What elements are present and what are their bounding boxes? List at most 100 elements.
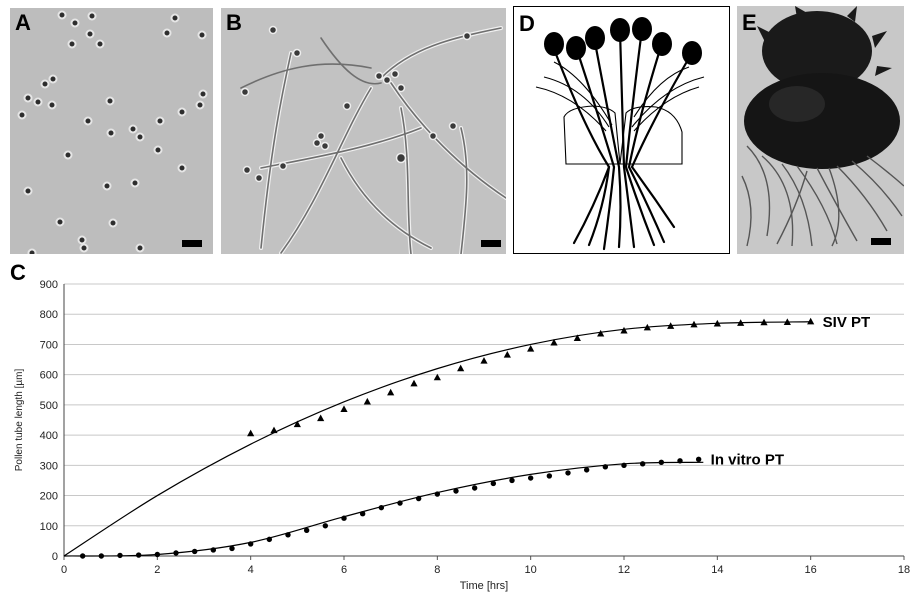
circle-point (285, 532, 291, 538)
y-tick-label: 500 (40, 400, 58, 412)
y-tick-label: 200 (40, 491, 58, 503)
panel-a-micrograph: A (10, 8, 213, 254)
series-label: SIV PT (823, 314, 871, 331)
scale-bar (182, 240, 202, 247)
circle-point (677, 458, 683, 464)
y-tick-label: 900 (40, 279, 58, 291)
x-tick-label: 6 (341, 564, 347, 576)
triangle-point (503, 351, 511, 358)
triangle-point (363, 397, 371, 405)
y-tick-label: 800 (40, 309, 58, 321)
triangle-point (760, 318, 768, 326)
triangle-point (247, 429, 255, 437)
x-tick-label: 8 (434, 564, 440, 576)
panel-e-label: E (742, 10, 757, 35)
chart-points (79, 317, 815, 559)
x-tick-label: 2 (154, 564, 160, 576)
triangle-point (713, 319, 721, 327)
circle-point (173, 550, 179, 556)
circle-point (621, 462, 627, 469)
circle-point (695, 456, 702, 462)
circle-point (565, 470, 571, 476)
series-label: In vitro PT (711, 451, 784, 468)
circle-point (303, 527, 310, 534)
triangle-point (387, 388, 395, 396)
circle-point (359, 510, 366, 517)
x-tick-label: 16 (805, 564, 817, 576)
circle-point (453, 488, 459, 494)
circle-point (229, 545, 235, 552)
triangle-point (807, 317, 815, 325)
circle-point (210, 547, 217, 553)
pistil-explant-image (741, 6, 904, 247)
chart-gridlines (64, 283, 904, 557)
triangle-point (783, 318, 791, 325)
circle-point (397, 500, 403, 506)
circle-point (266, 536, 273, 543)
circle-point (191, 548, 198, 555)
triangle-point (293, 420, 301, 428)
triangle-point (480, 357, 488, 364)
circle-point (341, 515, 347, 521)
fit-curve (63, 461, 704, 557)
y-axis-title: Pollen tube length [µm] (14, 369, 25, 472)
triangle-point (643, 323, 651, 331)
panel-d-schematic: D (513, 6, 730, 254)
x-tick-label: 18 (898, 564, 910, 576)
y-tick-label: 600 (40, 370, 58, 382)
triangle-point (597, 329, 605, 337)
triangle-point (667, 322, 675, 329)
y-tick-label: 0 (52, 551, 58, 563)
triangle-point (620, 326, 628, 334)
panel-a-label: A (15, 10, 31, 35)
x-axis-title: Time [hrs] (460, 580, 509, 592)
y-tick-label: 400 (40, 430, 58, 442)
circle-point (602, 464, 609, 470)
triangle-point (737, 319, 745, 326)
triangle-point (527, 344, 535, 352)
panel-b-micrograph: B (221, 8, 506, 254)
fit-curve (63, 321, 811, 557)
panel-e-micrograph: E (737, 6, 904, 254)
circle-point (79, 553, 86, 559)
growth-chart: 0 100 200 300 400 500 600 700 800 900 0 2 4 6 8 10 12 14 1… (14, 279, 910, 592)
circle-point (583, 467, 590, 473)
x-tick-label: 14 (711, 564, 723, 576)
circle-point (658, 459, 665, 466)
circle-point (154, 551, 161, 558)
pollen-grains-image (17, 10, 208, 254)
chart-axes: 0 100 200 300 400 500 600 700 800 900 0 2 4 6 8 10 12 14 1… (40, 279, 910, 576)
circle-point (509, 477, 515, 484)
triangle-point (270, 426, 278, 434)
circle-point (247, 541, 254, 547)
x-tick-label: 12 (618, 564, 630, 576)
x-tick-label: 0 (61, 564, 67, 576)
triangle-point (410, 379, 418, 387)
y-tick-label: 300 (40, 460, 58, 472)
circle-point (322, 523, 329, 529)
circle-point (135, 552, 142, 558)
panel-d-label: D (519, 11, 535, 36)
x-tick-label: 10 (525, 564, 537, 576)
circle-point (117, 552, 123, 559)
circle-point (378, 504, 385, 511)
chart-labels: Time [hrs] Pollen tube length [µm] SIV PT I… (14, 314, 870, 592)
panel-c-label: C (10, 260, 26, 285)
circle-point (434, 491, 441, 497)
pollen-tubes-image (240, 25, 506, 254)
panel-b-label: B (226, 10, 242, 35)
x-tick-label: 4 (248, 564, 254, 576)
y-tick-label: 100 (40, 521, 58, 533)
circle-point (98, 553, 105, 559)
circle-point (471, 485, 478, 491)
chart-fit-curves (63, 321, 811, 557)
circle-point (527, 475, 534, 481)
triangle-point (340, 405, 348, 413)
scale-bar (481, 240, 501, 247)
triangle-point (573, 334, 581, 341)
y-tick-label: 700 (40, 339, 58, 351)
circle-point (639, 461, 646, 467)
circle-point (490, 480, 497, 487)
scale-bar (871, 238, 891, 245)
circle-point (546, 473, 553, 479)
